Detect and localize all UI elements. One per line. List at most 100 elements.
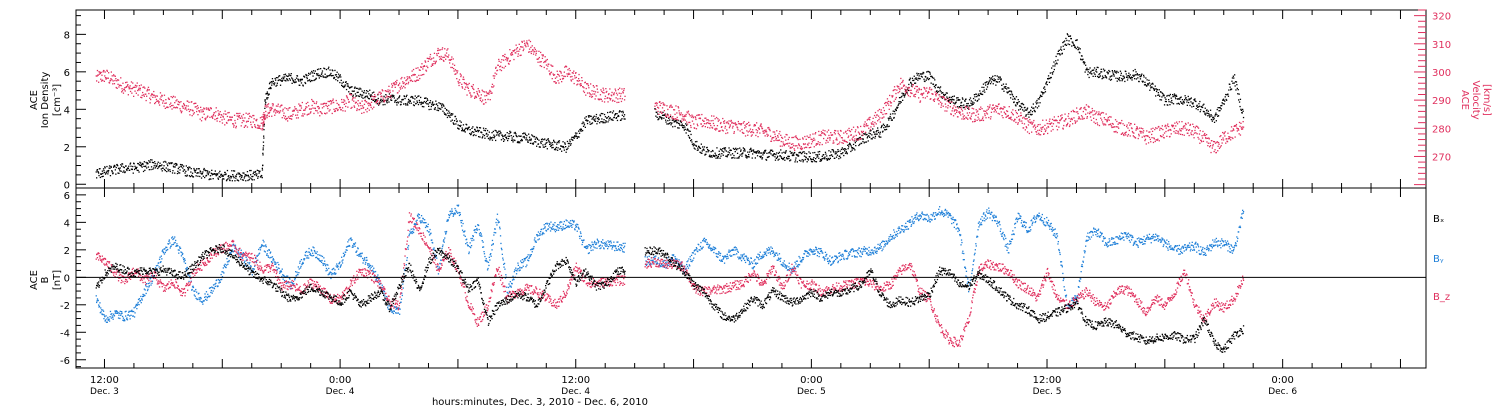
density-point	[491, 137, 493, 139]
velocity-point	[515, 52, 517, 54]
velocity-point	[773, 140, 775, 142]
density-point	[1068, 35, 1070, 37]
velocity-point	[473, 92, 475, 94]
density-point	[1024, 109, 1026, 111]
velocity-point	[919, 101, 921, 103]
velocity-point	[740, 124, 742, 126]
velocity-point	[709, 127, 711, 129]
density-point	[1227, 93, 1229, 95]
velocity-point	[294, 106, 296, 108]
density-point	[511, 139, 513, 141]
density-point	[325, 76, 327, 79]
density-point	[287, 75, 290, 77]
velocity-point	[736, 123, 738, 126]
velocity-point	[153, 90, 155, 93]
density-point	[515, 133, 517, 135]
density-point	[263, 135, 265, 137]
density-point	[471, 127, 473, 129]
density-point	[252, 175, 254, 178]
density-point	[764, 151, 766, 153]
velocity-point	[1105, 119, 1108, 121]
density-point	[817, 155, 819, 157]
density-point	[546, 141, 548, 144]
velocity-point	[995, 105, 997, 107]
density-point	[707, 151, 709, 153]
velocity-point	[863, 123, 865, 125]
velocity-point	[850, 134, 852, 136]
velocity-point	[253, 114, 255, 117]
density-point	[516, 136, 518, 138]
density-point	[890, 117, 892, 119]
velocity-point	[336, 107, 338, 110]
density-point	[679, 124, 681, 126]
velocity-point	[607, 101, 609, 103]
velocity-point	[1145, 135, 1147, 137]
density-point	[785, 157, 788, 159]
velocity-point	[973, 120, 976, 123]
density-point	[1016, 102, 1018, 104]
velocity-point	[911, 92, 913, 95]
density-point	[840, 153, 842, 155]
velocity-point	[550, 64, 552, 66]
density-point	[395, 102, 398, 104]
velocity-point	[1004, 106, 1006, 108]
velocity-point	[193, 103, 195, 105]
velocity-point	[116, 80, 118, 82]
density-point	[929, 71, 931, 74]
velocity-point	[381, 95, 383, 97]
velocity-point	[899, 89, 901, 91]
velocity-point	[936, 92, 938, 95]
velocity-point	[940, 104, 943, 106]
velocity-point	[744, 124, 746, 126]
density-point	[1101, 71, 1103, 73]
density-point	[887, 117, 889, 119]
velocity-point	[369, 103, 371, 106]
density-point	[259, 170, 261, 172]
velocity-point	[517, 53, 519, 55]
density-point	[329, 69, 331, 71]
velocity-point	[774, 135, 777, 138]
velocity-point	[174, 96, 176, 98]
velocity-point	[1013, 120, 1015, 122]
velocity-point	[776, 130, 778, 132]
density-point	[269, 81, 271, 84]
velocity-point	[272, 105, 274, 107]
velocity-point	[545, 64, 548, 66]
velocity-point	[671, 106, 673, 108]
velocity-point	[1057, 122, 1059, 124]
velocity-point	[1086, 117, 1088, 119]
velocity-point	[296, 114, 299, 116]
density-point	[1055, 60, 1057, 62]
velocity-point	[395, 81, 397, 83]
velocity-point	[384, 90, 386, 92]
velocity-point	[1158, 140, 1160, 142]
velocity-point	[1182, 126, 1184, 128]
density-point	[849, 143, 851, 145]
density-point	[671, 122, 673, 124]
velocity-point	[777, 135, 779, 137]
density-point	[1205, 110, 1208, 112]
velocity-point	[310, 108, 312, 110]
density-point	[700, 152, 702, 154]
velocity-point	[749, 128, 752, 130]
density-point	[1109, 79, 1112, 81]
velocity-point	[871, 123, 873, 125]
velocity-point	[399, 82, 401, 84]
density-point	[619, 110, 621, 112]
velocity-point	[785, 133, 787, 136]
density-point	[581, 122, 583, 125]
velocity-point	[938, 103, 940, 105]
density-point	[901, 95, 903, 98]
velocity-point	[916, 89, 918, 91]
density-point	[274, 82, 276, 84]
density-point	[1201, 106, 1204, 109]
density-point	[256, 169, 258, 171]
density-point	[967, 107, 969, 109]
density-point	[374, 99, 376, 101]
velocity-point	[573, 70, 575, 72]
velocity-point	[357, 100, 359, 102]
velocity-point	[150, 98, 152, 101]
density-point	[493, 137, 495, 139]
velocity-point	[499, 65, 502, 67]
density-point	[1099, 75, 1101, 77]
